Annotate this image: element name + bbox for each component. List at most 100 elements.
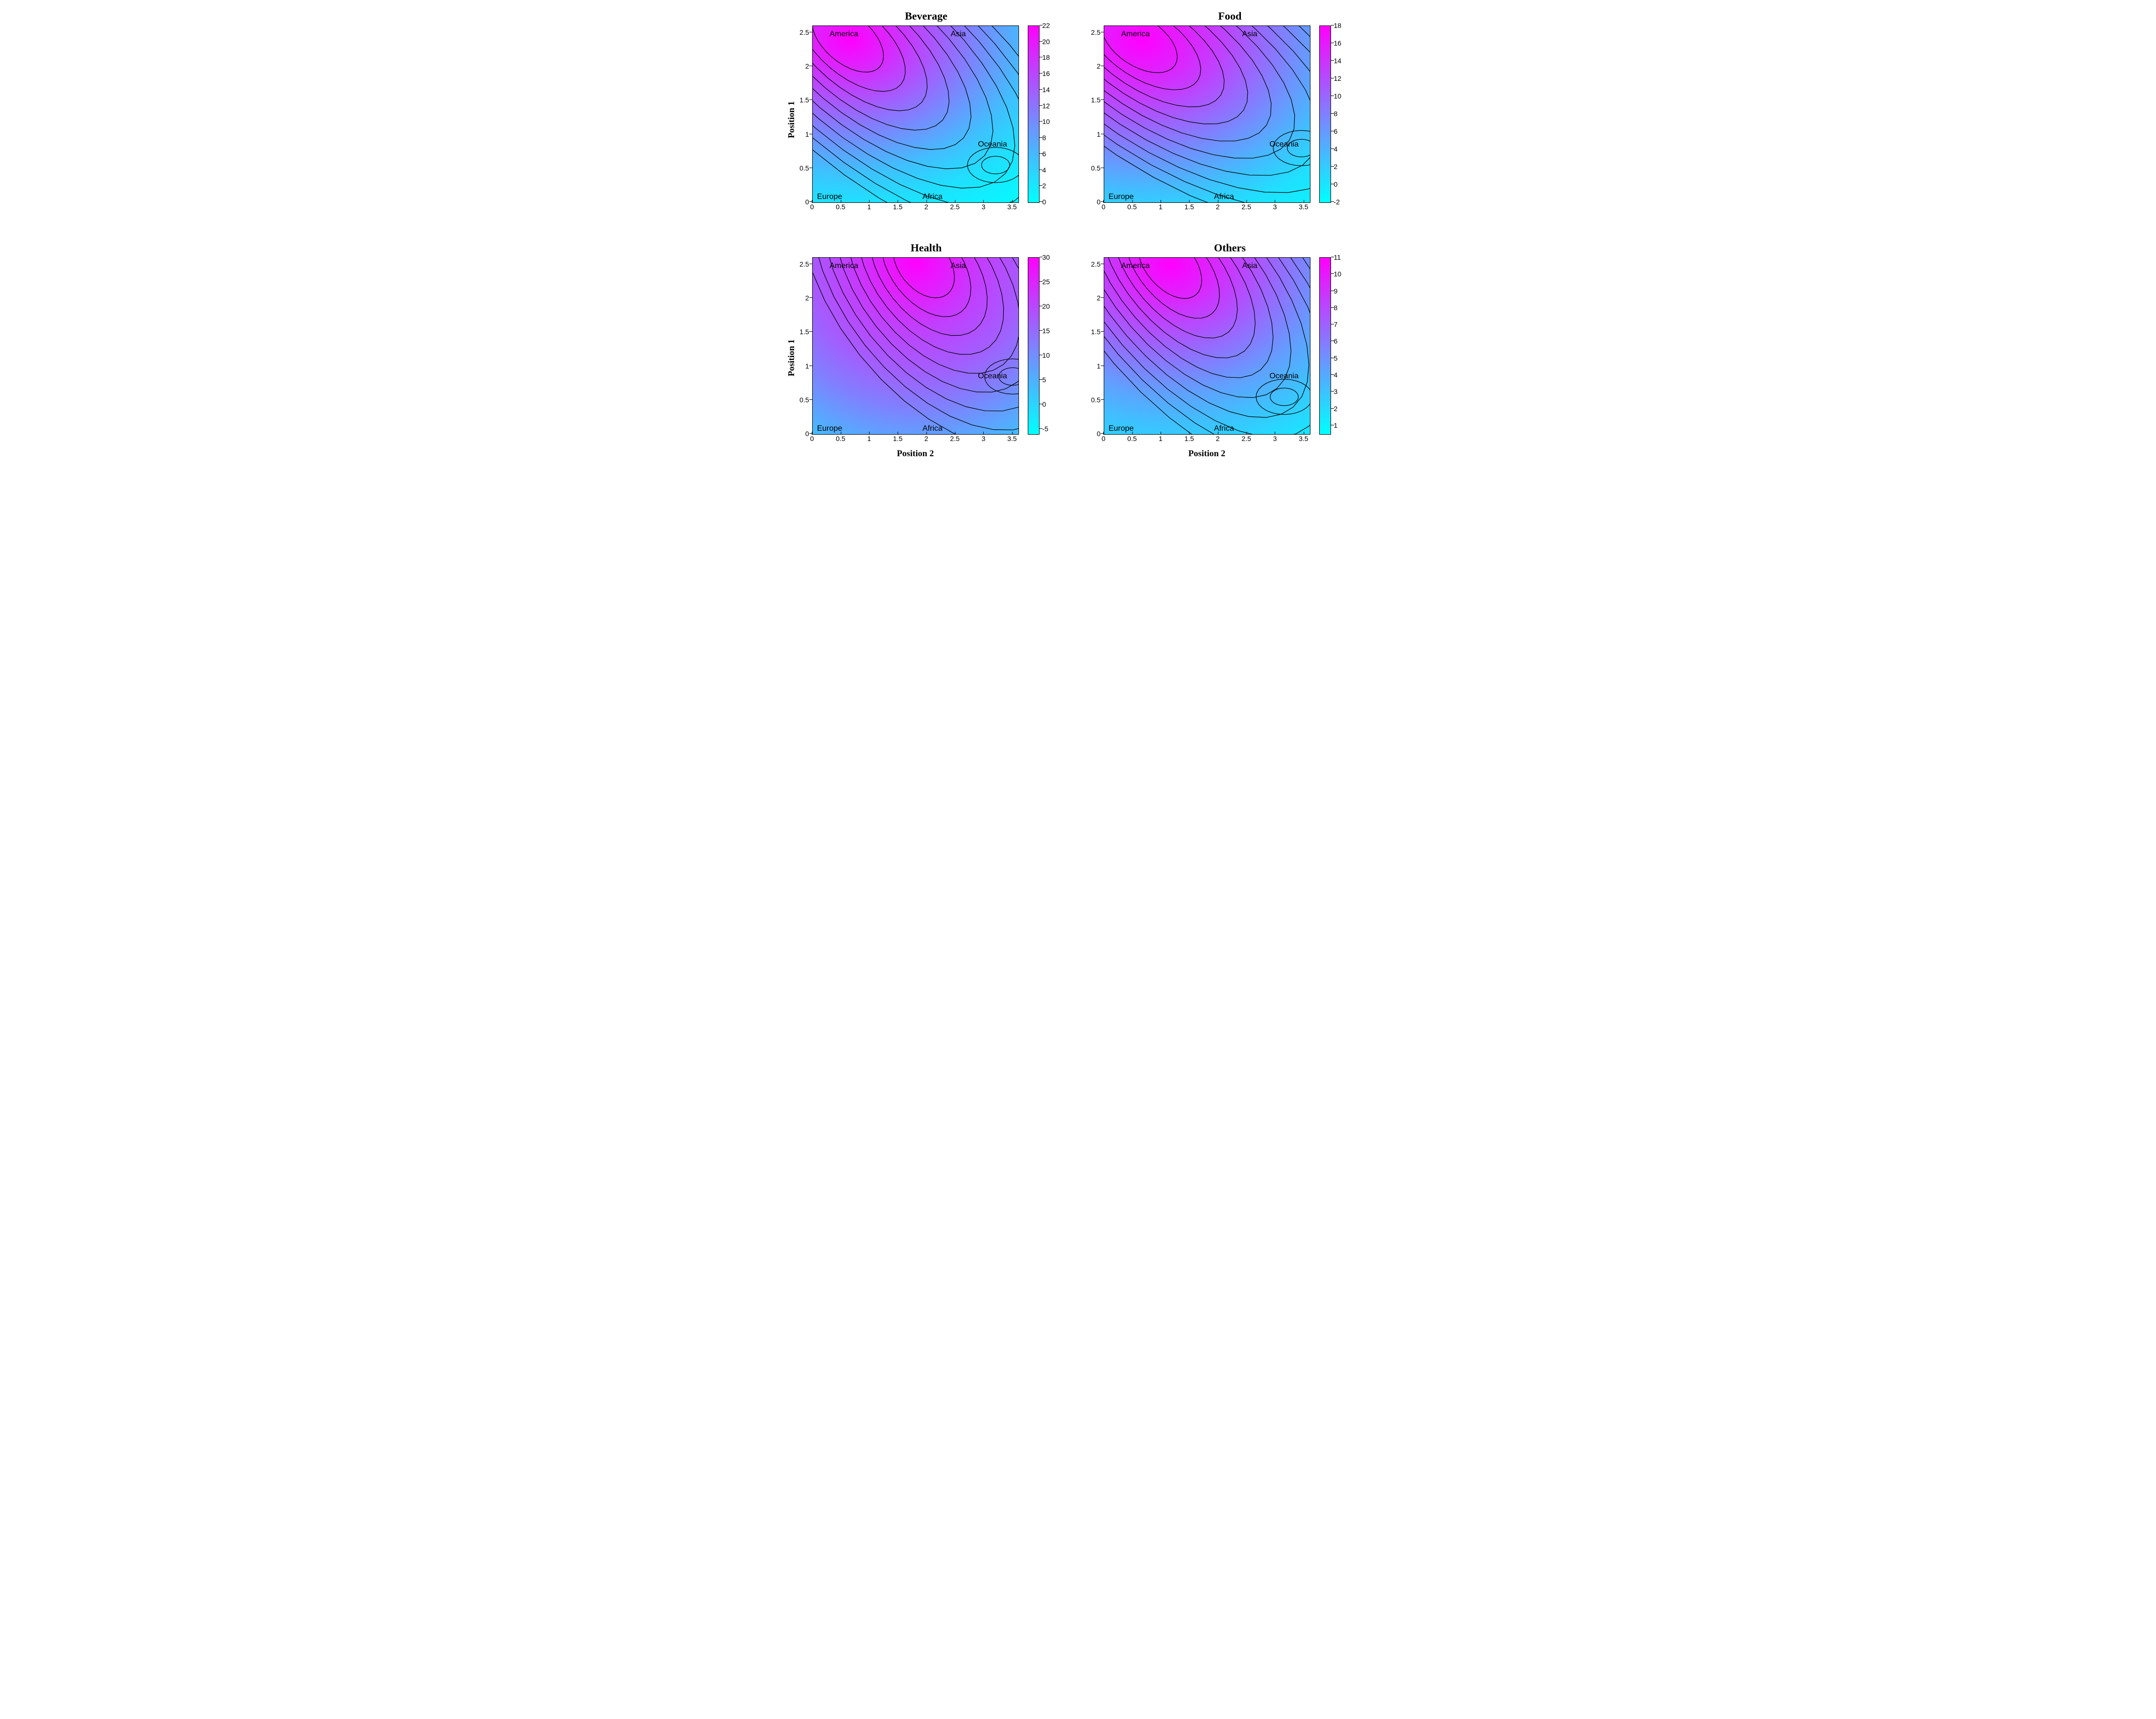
y-tick: 2.5 xyxy=(1091,28,1100,36)
colorbar-tick: 1 xyxy=(1334,421,1338,429)
region-label: Europe xyxy=(1109,193,1134,201)
x-tick: 2.5 xyxy=(950,203,959,211)
x-tick: 3 xyxy=(982,203,986,211)
x-ticks: 00.511.522.533.5 xyxy=(812,435,1018,445)
region-label: Africa xyxy=(922,424,943,433)
axes-box: AmericaAsiaOceaniaEuropeAfrica xyxy=(812,25,1019,203)
colorbar-tick: 2 xyxy=(1042,182,1046,190)
colorbar-tick: 0 xyxy=(1334,180,1338,188)
y-tick: 1 xyxy=(1097,362,1101,370)
colorbar-tick: 20 xyxy=(1042,302,1050,310)
y-tick: 1.5 xyxy=(1091,328,1100,336)
y-axis-label: Position 1 xyxy=(784,257,797,459)
x-tick: 0.5 xyxy=(836,203,845,211)
y-tick: 0 xyxy=(805,430,809,438)
axes-box: AmericaAsiaOceaniaEuropeAfrica xyxy=(1104,257,1310,435)
colorbar-tick: 12 xyxy=(1042,102,1050,110)
y-tick: 2 xyxy=(1097,62,1101,70)
y-ticks: 00.511.522.5 xyxy=(1088,257,1104,434)
x-tick: 0 xyxy=(1102,435,1106,442)
y-tick: 0.5 xyxy=(1091,164,1100,172)
x-ticks: 00.511.522.533.5 xyxy=(1104,203,1309,214)
panel-beverage: Beverage Position 1 00.511.522.5 America… xyxy=(784,10,1068,227)
region-label: Europe xyxy=(817,193,843,201)
colorbar-tick: 3 xyxy=(1334,388,1338,395)
colorbar-tick: 8 xyxy=(1334,110,1338,118)
y-ticks: 00.511.522.5 xyxy=(797,257,812,434)
x-tick: 0.5 xyxy=(836,435,845,442)
x-tick: 2 xyxy=(1216,435,1220,442)
colorbar-tick: 10 xyxy=(1334,270,1342,278)
y-tick: 1 xyxy=(1097,130,1101,138)
colorbar-bar xyxy=(1028,257,1040,435)
colorbar-tick: 14 xyxy=(1334,57,1342,65)
colorbar-tick: 5 xyxy=(1334,354,1338,362)
x-tick: 3 xyxy=(982,435,986,442)
colorbar-tick: 25 xyxy=(1042,278,1050,286)
plot-area: AmericaAsiaOceaniaEuropeAfrica 00.511.52… xyxy=(812,25,1019,214)
region-label: Asia xyxy=(1242,30,1257,39)
region-label: Asia xyxy=(1242,262,1257,270)
colorbar-tick: 11 xyxy=(1334,253,1341,261)
colorbar-tick: 30 xyxy=(1042,253,1050,261)
colorbar-tick: 18 xyxy=(1042,53,1050,61)
colorbar-tick: -5 xyxy=(1042,425,1048,433)
x-tick: 3.5 xyxy=(1299,203,1308,211)
x-tick: 3 xyxy=(1273,203,1277,211)
colorbar: 0246810121416182022 xyxy=(1028,25,1056,214)
colorbar-bar xyxy=(1028,25,1040,203)
colorbar-tick: 8 xyxy=(1042,134,1046,142)
colorbar-tick: 12 xyxy=(1334,74,1342,82)
x-tick: 0.5 xyxy=(1127,203,1137,211)
panel-title: Health xyxy=(784,242,1068,254)
y-tick: 2 xyxy=(805,294,809,302)
y-tick: 2.5 xyxy=(799,260,809,268)
region-label: America xyxy=(829,262,858,270)
x-tick: 1 xyxy=(867,203,871,211)
region-label: Europe xyxy=(817,424,843,433)
colorbar-ticks: -5051015202530 xyxy=(1040,257,1056,434)
y-tick: 2 xyxy=(805,62,809,70)
x-axis-label: Position 2 xyxy=(1104,448,1310,459)
y-tick: 2.5 xyxy=(1091,260,1100,268)
x-tick: 3 xyxy=(1273,435,1277,442)
panel-food: Food 00.511.522.5 AmericaAsiaOceaniaEuro… xyxy=(1088,10,1372,227)
plot-area: AmericaAsiaOceaniaEuropeAfrica 00.511.52… xyxy=(1104,25,1310,214)
panel-health: Health Position 1 0 0.5 1 1.5 2 2.5 America As… xyxy=(784,242,1068,459)
region-label: Oceania xyxy=(1269,140,1299,149)
colorbar-tick: 10 xyxy=(1042,351,1050,359)
x-tick: 2.5 xyxy=(1241,203,1251,211)
y-tick: 0 xyxy=(1097,430,1101,438)
x-tick: 0.5 xyxy=(1127,435,1137,442)
x-tick: 0 xyxy=(810,435,814,442)
figure-grid: Beverage Position 1 00.511.522.5 America… xyxy=(784,10,1372,459)
y-tick: 2.5 xyxy=(799,28,809,36)
y-tick: 1 xyxy=(805,130,809,138)
y-tick: 1.5 xyxy=(799,328,809,336)
x-tick: 3.5 xyxy=(1299,435,1308,442)
colorbar: -5051015202530 xyxy=(1028,257,1056,459)
colorbar-tick: 16 xyxy=(1334,39,1342,47)
y-tick: 0.5 xyxy=(799,164,809,172)
colorbar-tick: 10 xyxy=(1334,92,1342,100)
y-tick: 0 xyxy=(1097,198,1101,206)
colorbar-tick: 6 xyxy=(1334,337,1338,345)
colorbar-tick: 22 xyxy=(1042,22,1050,29)
x-tick: 1.5 xyxy=(893,203,902,211)
region-label: Africa xyxy=(1214,424,1234,433)
colorbar-tick: 5 xyxy=(1042,376,1046,384)
region-label: Asia xyxy=(950,262,966,270)
x-tick: 1.5 xyxy=(893,435,902,442)
plot-area: AmericaAsiaOceaniaEuropeAfrica 00.511.52… xyxy=(812,257,1019,459)
y-tick: 0 xyxy=(805,198,809,206)
y-tick: 2 xyxy=(1097,294,1101,302)
colorbar: -2024681012141618 xyxy=(1319,25,1348,214)
region-label: Africa xyxy=(1214,193,1234,201)
x-tick: 1 xyxy=(867,435,871,442)
y-tick: 0.5 xyxy=(799,396,809,404)
colorbar-tick: 6 xyxy=(1334,127,1338,135)
x-tick: 1 xyxy=(1159,435,1163,442)
x-tick: 2.5 xyxy=(1241,435,1251,442)
x-tick: 1.5 xyxy=(1185,203,1194,211)
colorbar-tick: 0 xyxy=(1042,198,1046,206)
